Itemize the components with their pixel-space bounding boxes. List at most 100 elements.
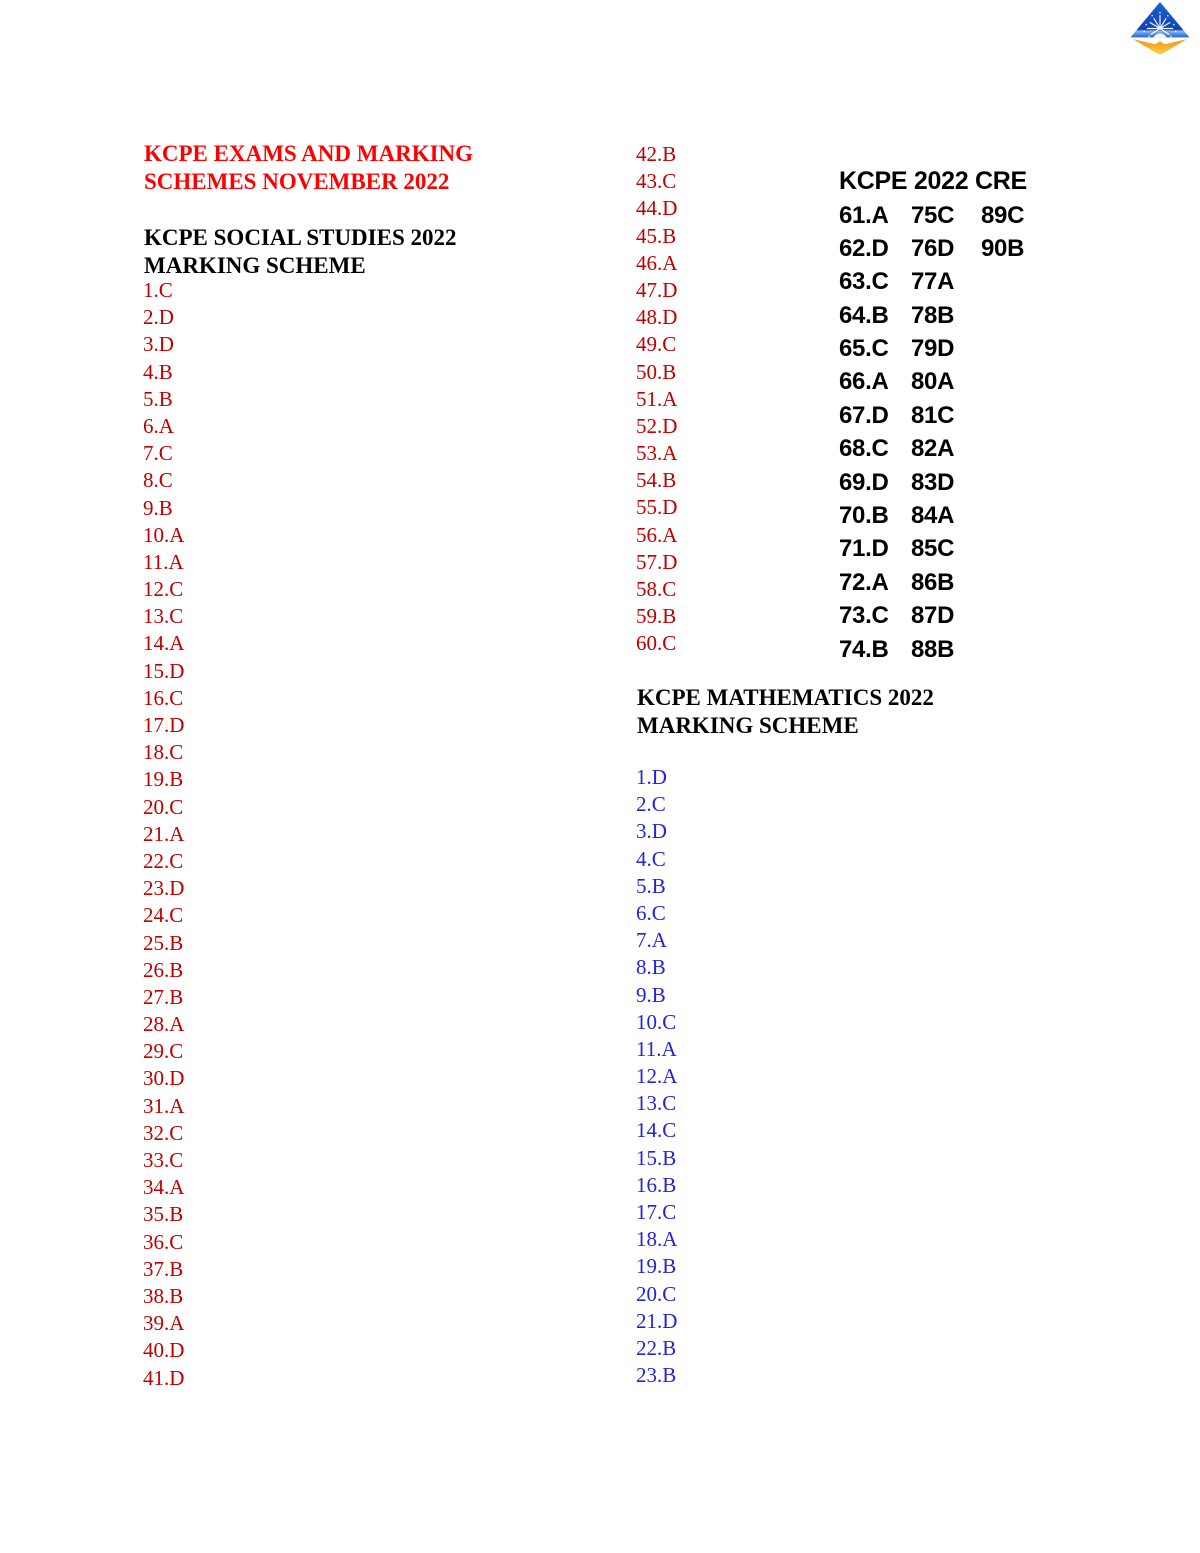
answer-item: 47.D xyxy=(636,277,678,302)
cre-answer-col2: 82A xyxy=(911,435,955,463)
document-title: KCPE EXAMS AND MARKING SCHEMES NOVEMBER … xyxy=(144,140,473,195)
cre-answer-row: 73.C 87D xyxy=(839,599,1027,632)
answer-item: 52.D xyxy=(636,413,678,438)
answer-item: 25.B xyxy=(143,930,184,955)
social-studies-answers-1-41: 1.C 2.D 3.D 4.B 5.B 6.A 7.C 8.C 9.B 10.A 11.A 12.C 1… xyxy=(143,277,184,1392)
answer-item: 50.B xyxy=(636,359,677,384)
cre-answer-col1: 72.A xyxy=(839,568,889,596)
answer-item: 3.D xyxy=(143,332,174,357)
answer-item: 19.B xyxy=(636,1254,677,1279)
answer-item: 26.B xyxy=(143,957,184,982)
mathematics-heading-line1: KCPE MATHEMATICS 2022 xyxy=(637,685,934,710)
social-studies-heading-line1: KCPE SOCIAL STUDIES 2022 xyxy=(144,225,457,250)
cre-answer-row: 64.B 78B xyxy=(839,299,1027,332)
publisher-logo-icon xyxy=(1128,1,1192,56)
cre-answer-col3 xyxy=(981,566,1027,599)
cre-answer-col2: 80A xyxy=(911,368,955,396)
answer-item: 9.B xyxy=(636,982,666,1007)
answer-item: 10.A xyxy=(143,522,185,547)
cre-answer-col1: 68.C xyxy=(839,435,889,463)
answer-item: 29.C xyxy=(143,1039,184,1064)
cre-answer-col2: 84A xyxy=(911,502,955,530)
cre-answer-col1: 63.C xyxy=(839,268,889,296)
answer-item: 45.B xyxy=(636,223,677,248)
cre-answer-col2: 87D xyxy=(911,602,955,630)
answer-item: 4.C xyxy=(636,846,666,871)
document-title-line2: SCHEMES NOVEMBER 2022 xyxy=(144,168,450,194)
social-studies-heading: KCPE SOCIAL STUDIES 2022 MARKING SCHEME xyxy=(144,224,457,279)
answer-item: 35.B xyxy=(143,1202,184,1227)
cre-answer-row: 61.A 75C 89C xyxy=(839,199,1027,232)
cre-answer-col3 xyxy=(981,365,1027,398)
mountain-starburst-icon xyxy=(1130,1,1190,55)
cre-answer-row: 70.B 84A xyxy=(839,499,1027,532)
answer-item: 22.B xyxy=(636,1335,677,1360)
cre-answer-row: 74.B 88B xyxy=(839,633,1027,666)
answer-item: 18.A xyxy=(636,1227,678,1252)
answer-item: 17.C xyxy=(636,1200,677,1224)
answer-item: 20.C xyxy=(143,794,184,819)
answer-item: 5.B xyxy=(143,386,173,411)
answer-item: 24.C xyxy=(143,903,184,928)
cre-answer-col2: 83D xyxy=(911,468,955,496)
answer-item: 57.D xyxy=(636,549,678,574)
cre-answer-col3 xyxy=(981,599,1027,632)
answer-item: 59.B xyxy=(636,604,677,629)
answer-item: 56.A xyxy=(636,522,678,547)
answer-item: 23.D xyxy=(143,876,185,901)
answer-item: 34.A xyxy=(143,1175,185,1200)
cre-answer-row: 66.A 80A xyxy=(839,365,1027,398)
cre-answer-col2: 85C xyxy=(911,535,955,563)
cre-answer-col2: 88B xyxy=(911,635,955,663)
answer-item: 6.A xyxy=(143,413,174,438)
cre-answer-col1: 71.D xyxy=(839,535,889,563)
answer-item: 44.D xyxy=(636,196,678,221)
answer-item: 12.C xyxy=(143,577,184,602)
cre-answer-col2: 78B xyxy=(911,301,955,329)
cre-answer-col3: 89C xyxy=(981,201,1025,229)
cre-answer-row: 65.C 79D xyxy=(839,332,1027,365)
social-studies-answers-42-60: 42.B 43.C 44.D 45.B 46.A 47.D 48.D 49.C 50.B 51.A… xyxy=(636,141,677,658)
answer-item: 2.D xyxy=(143,305,174,330)
document-title-line1: KCPE EXAMS AND MARKING xyxy=(144,141,474,166)
answer-item: 6.C xyxy=(636,900,666,925)
answer-item: 36.C xyxy=(143,1229,184,1254)
cre-answer-col3 xyxy=(981,399,1027,432)
answer-item: 42.B xyxy=(636,142,677,166)
answer-item: 46.A xyxy=(636,250,678,275)
answer-item: 60.C xyxy=(636,631,677,656)
answer-item: 30.D xyxy=(143,1066,185,1091)
answer-item: 9.B xyxy=(143,495,173,520)
answer-item: 18.C xyxy=(143,740,184,765)
answer-item: 37.B xyxy=(143,1256,184,1281)
cre-answer-row: 62.D 76D 90B xyxy=(839,232,1027,265)
cre-heading: KCPE 2022 CRE xyxy=(839,167,1027,195)
answer-item: 21.D xyxy=(636,1308,678,1333)
cre-answer-col1: 65.C xyxy=(839,335,889,363)
answer-item: 8.B xyxy=(636,955,666,980)
answer-item: 49.C xyxy=(636,332,677,357)
mathematics-answers-1-23: 1.D 2.C 3.D 4.C 5.B 6.C 7.A 8.B 9.B 10.C 11.A 12.A 1… xyxy=(636,764,677,1389)
answer-item: 4.B xyxy=(143,359,173,384)
answer-item: 16.C xyxy=(143,685,184,710)
answer-item: 10.C xyxy=(636,1009,677,1034)
cre-answer-col1: 61.A xyxy=(839,201,889,229)
cre-answer-col3: 90B xyxy=(981,234,1025,262)
answer-item: 5.B xyxy=(636,873,666,898)
cre-answer-col3 xyxy=(981,432,1027,465)
mathematics-heading-line2: MARKING SCHEME xyxy=(637,712,859,738)
cre-answer-row: 67.D 81C xyxy=(839,399,1027,432)
answer-item: 54.B xyxy=(636,468,677,493)
cre-answer-col1: 66.A xyxy=(839,368,889,396)
answer-item: 41.D xyxy=(143,1365,185,1390)
answer-item: 43.C xyxy=(636,169,677,194)
answer-item: 51.A xyxy=(636,386,678,411)
cre-answer-col1: 64.B xyxy=(839,301,889,329)
answer-item: 20.C xyxy=(636,1281,677,1306)
cre-answer-col3 xyxy=(981,532,1027,565)
cre-answer-col3 xyxy=(981,332,1027,365)
answer-item: 2.C xyxy=(636,792,666,817)
cre-answer-col2: 86B xyxy=(911,568,955,596)
cre-answer-row: 63.C 77A xyxy=(839,265,1027,298)
